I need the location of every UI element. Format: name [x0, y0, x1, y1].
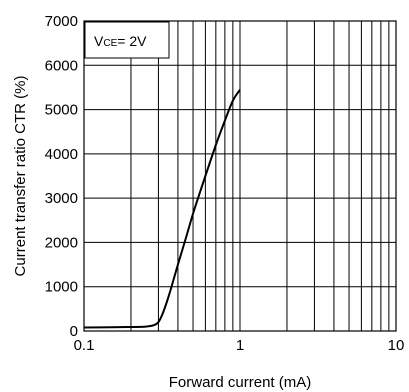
y-tick-label: 4000 [45, 146, 78, 163]
y-axis-title: Current transfer ratio CTR (%) [12, 76, 29, 277]
y-tick-label: 6000 [45, 57, 78, 74]
x-tick-label: 0.1 [74, 337, 95, 354]
grid [83, 21, 397, 331]
series-layer [83, 89, 241, 329]
x-axis-tick-labels: 0.1 1 10 [74, 337, 405, 354]
plot-frame [83, 20, 397, 332]
x-axis-title: Forward current (mA) [169, 374, 312, 391]
y-tick-label: 3000 [45, 190, 78, 207]
annotation-base: V [94, 33, 104, 49]
x-tick-label: 10 [388, 337, 405, 354]
y-tick-label: 0 [70, 323, 78, 340]
y-tick-label: 7000 [45, 13, 78, 30]
annotation-vce: VCE= 2V [94, 33, 147, 49]
ctr-curve [83, 89, 241, 329]
y-tick-label: 5000 [45, 102, 78, 119]
y-tick-label: 1000 [45, 279, 78, 296]
y-tick-label: 2000 [45, 234, 78, 251]
annotation-rest: = 2V [117, 33, 147, 49]
y-axis-tick-labels: 0 1000 2000 3000 4000 5000 6000 7000 [45, 13, 78, 340]
annotation-box [84, 21, 170, 59]
annotation-subscript: CE [103, 38, 117, 49]
x-tick-label: 1 [236, 337, 244, 354]
